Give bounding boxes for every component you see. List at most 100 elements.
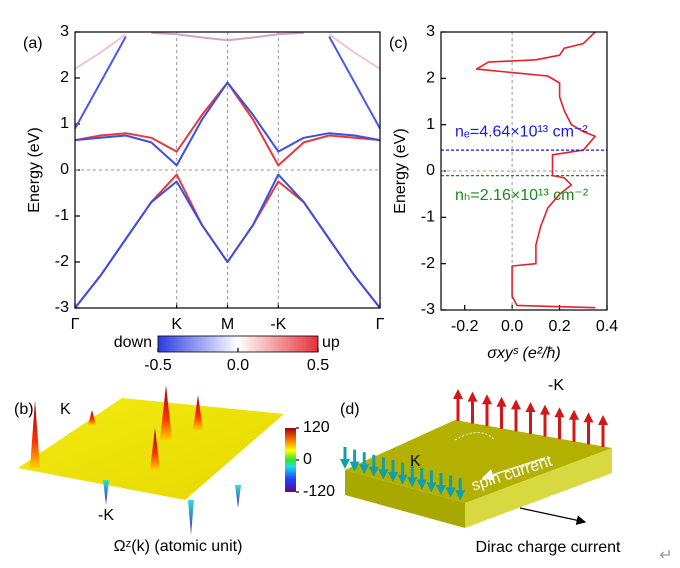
x-tick-label: Γ — [71, 316, 80, 333]
spin-down-head — [340, 459, 350, 469]
y-tick-label: -1 — [55, 207, 69, 224]
panel-c: (c) Energy (eV) -3 -2 -1 0 1 2 3 -0.2 0.0 0.2 0.4 nₑ=… — [389, 23, 618, 362]
x-axis-label: σxyˢ (e²/ħ) — [487, 345, 561, 362]
line — [75, 173, 380, 308]
line — [75, 36, 380, 130]
dip — [235, 485, 241, 508]
spin-up-head — [453, 389, 463, 399]
spin-down-head — [416, 479, 427, 490]
peak — [30, 400, 40, 468]
panel-label: (c) — [389, 35, 408, 52]
x-tick-label: Γ — [376, 316, 385, 333]
x-tick-label: K — [171, 316, 182, 333]
spin-up-head — [554, 407, 565, 418]
spin-down-head — [359, 464, 370, 475]
spin-up-head — [482, 394, 492, 405]
carrier-label: nₑ=4.64×10¹³ cm⁻² — [455, 123, 588, 140]
x-tick-label: 0.2 — [548, 318, 570, 335]
charge-current-label: Dirac charge current — [476, 539, 622, 556]
colorbar-tick-label: -120 — [303, 483, 335, 500]
spin-down-head — [368, 466, 379, 477]
y-tick-label: 2 — [60, 69, 69, 86]
spin-down-head — [349, 461, 360, 472]
x-tick-label: -0.2 — [451, 318, 479, 335]
y-tick-label: 2 — [426, 70, 435, 87]
x-tick-label: -K — [270, 316, 286, 333]
colorbar-tick-label: 0 — [303, 451, 312, 468]
valley-label: -K — [548, 377, 564, 394]
colorbar-tick-label: 0.5 — [307, 357, 329, 374]
peak — [160, 385, 172, 440]
y-tick-label: -3 — [55, 299, 69, 316]
y-axis-label: Energy (eV) — [392, 128, 409, 213]
colorbar-label: down — [114, 334, 152, 351]
spin-up-arrows — [453, 389, 608, 447]
y-tick-label: 0 — [426, 162, 435, 179]
y-tick-label: 3 — [60, 23, 69, 40]
y-tick-label: -1 — [421, 209, 435, 226]
spin-up-head — [569, 409, 579, 420]
spin-down-head — [397, 474, 408, 485]
spin-down-head — [407, 477, 418, 488]
dip — [188, 500, 194, 535]
spin-up-head — [511, 399, 521, 410]
charge-arrow — [519, 507, 587, 525]
plot-area — [75, 32, 380, 308]
path-hint — [454, 432, 496, 441]
panel-b: (b) K -KΩᶻ(k) (atomic unit) 120 0 -120 — [14, 385, 335, 555]
panel-label: (a) — [23, 35, 43, 52]
line — [75, 33, 380, 70]
colorbar — [285, 428, 296, 492]
spin-up-head — [583, 412, 594, 423]
panel-label: (b) — [14, 401, 34, 418]
peak — [193, 395, 203, 430]
colorbar-tick-label: -0.5 — [144, 357, 172, 374]
colorbar-tick-label: 120 — [303, 419, 330, 436]
valley-label: K — [60, 401, 71, 418]
slab-front — [345, 470, 465, 528]
carrier-label: nₕ=2.16×10¹³ cm⁻² — [455, 187, 589, 204]
spin-current-arrow — [481, 457, 546, 481]
x-tick-label: 0.0 — [501, 318, 523, 335]
dip — [103, 480, 109, 505]
spin-down-head — [445, 487, 456, 498]
line — [475, 32, 596, 309]
spin-up-head — [496, 396, 507, 407]
y-tick-label: 1 — [60, 115, 69, 132]
spin-down-head — [426, 482, 437, 493]
x-tick-label: 0.4 — [596, 318, 618, 335]
spin-up-head — [525, 402, 536, 412]
spin-up-head — [598, 415, 608, 425]
line — [75, 81, 380, 167]
caption: Ωᶻ(k) (atomic unit) — [114, 538, 243, 555]
spin-up-head — [467, 391, 478, 402]
return-mark: ↵ — [659, 547, 672, 564]
valley-label: K — [410, 453, 421, 470]
spin-down-head — [388, 472, 398, 482]
spin-up-head — [540, 404, 550, 415]
y-tick-label: 1 — [426, 116, 435, 133]
spin-down-arrows — [340, 447, 466, 501]
spin-down-head — [378, 469, 389, 480]
frame — [440, 31, 608, 311]
y-tick-label: 3 — [426, 23, 435, 40]
y-tick-label: -3 — [421, 301, 435, 318]
y-axis-label: Energy (eV) — [26, 127, 43, 212]
spin-down-head — [436, 485, 446, 495]
y-tick-label: -2 — [55, 253, 69, 270]
x-tick-label: M — [221, 316, 234, 333]
colorbar-tick-label: 0.0 — [227, 357, 249, 374]
line — [151, 32, 304, 42]
spin-down-head — [455, 490, 466, 501]
peak — [88, 410, 96, 425]
colorbar-label: up — [322, 334, 340, 351]
plot-area — [441, 32, 607, 309]
panel-label: (d) — [340, 401, 360, 418]
peak — [150, 428, 160, 470]
y-tick-label: -2 — [421, 255, 435, 272]
frame — [74, 31, 381, 309]
y-tick-label: 0 — [60, 161, 69, 178]
